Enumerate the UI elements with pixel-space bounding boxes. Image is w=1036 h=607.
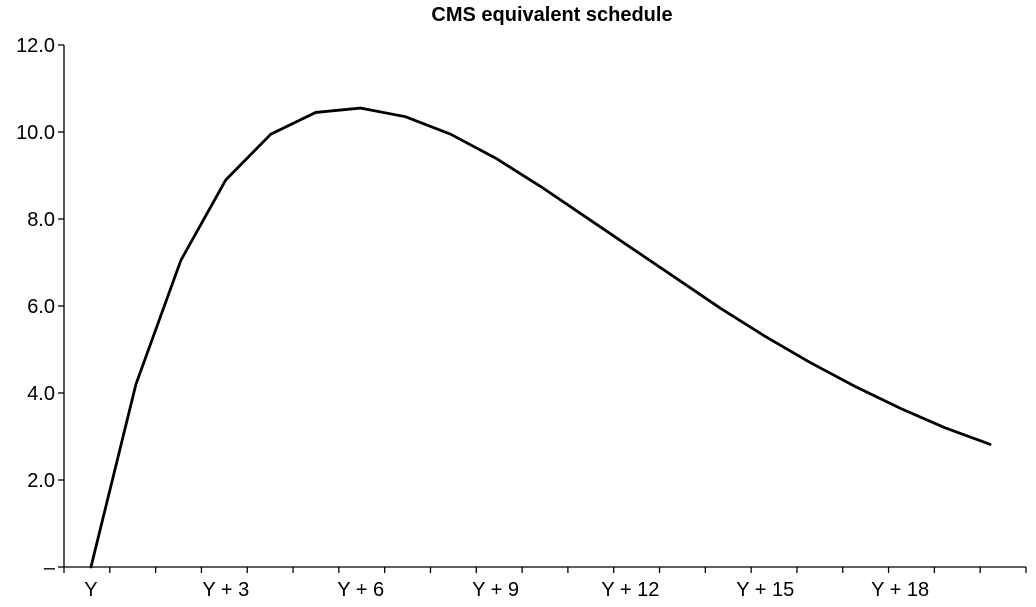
- x-tick-label: Y: [84, 579, 97, 601]
- y-tick-label: 4.0: [27, 383, 55, 405]
- y-tick-label: 6.0: [27, 296, 55, 318]
- y-ticks: – 2.0 4.0 6.0 8.0 10.0 12.0: [16, 35, 64, 579]
- series-layer: [89, 106, 992, 569]
- x-tick-label: Y + 18: [871, 579, 929, 601]
- y-tick-label: 10.0: [16, 122, 55, 144]
- series-line-0: [89, 106, 992, 569]
- x-tick-label: Y + 12: [601, 579, 659, 601]
- chart-title: CMS equivalent schedule: [431, 4, 672, 26]
- y-tick-label: 12.0: [16, 35, 55, 57]
- y-tick-label: –: [44, 557, 56, 579]
- y-tick-label: 2.0: [27, 470, 55, 492]
- y-tick-label: 8.0: [27, 209, 55, 231]
- x-tick-label: Y + 15: [736, 579, 794, 601]
- x-tick-label: Y + 9: [472, 579, 519, 601]
- x-tick-label: Y + 6: [337, 579, 384, 601]
- x-ticks: Y Y + 3 Y + 6 Y + 9 Y + 12 Y + 15 Y + 18: [63, 567, 1027, 601]
- x-tick-label: Y + 3: [202, 579, 249, 601]
